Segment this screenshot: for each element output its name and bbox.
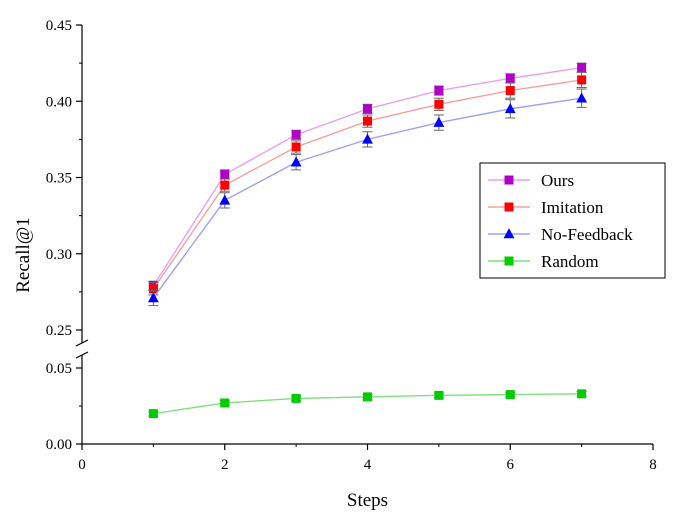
x-tick-label: 4 [364,457,372,473]
data-point [576,92,588,103]
legend-label: Ours [541,171,574,190]
data-point [219,194,231,205]
y-tick-label: 0.35 [46,171,72,187]
legend-label: Imitation [541,198,604,217]
data-point [434,86,444,96]
legend-marker [504,202,514,212]
data-point [363,104,372,114]
series-random [148,389,587,419]
data-point [577,63,587,73]
legend-marker [504,256,514,266]
y-tick-label: 0.45 [46,18,72,34]
legend-label: Random [541,252,599,271]
data-point [504,103,516,114]
y-tick-label: 0.30 [46,247,72,263]
axis-break-mark [75,351,89,359]
data-point [434,390,444,400]
data-point [220,180,230,190]
legend-label: No-Feedback [541,225,633,244]
series-ours [148,62,587,291]
series-layer [147,62,588,419]
y-tick-label: 0.25 [46,323,72,339]
y-axis-title: Recall@1 [13,217,34,293]
data-point [148,284,158,294]
data-point [434,99,444,109]
data-point [577,75,587,85]
x-tick-label: 8 [649,457,657,473]
data-point [220,398,230,408]
series-imitation [148,71,587,296]
data-point [433,116,445,127]
x-tick-label: 6 [507,457,515,473]
axes: 0 2 4 6 8 0.25 0.30 0.35 0.40 0.45 0.00 0.05 [46,18,657,473]
data-point [291,393,301,403]
data-point [363,392,372,402]
data-point [290,156,302,167]
axis-break-mark [75,339,89,347]
data-point [363,116,372,126]
y-tick-label: 0.05 [46,361,72,377]
x-tick-label: 2 [221,457,229,473]
series-no-feedback [147,88,588,307]
data-point [505,73,515,83]
data-point [291,142,301,152]
data-point [148,409,158,419]
data-point [291,130,301,140]
data-point [147,292,159,303]
y-tick-label: 0.00 [46,437,72,453]
data-point [220,169,230,179]
data-point [505,86,515,96]
x-tick-label: 0 [78,457,86,473]
x-axis-title: Steps [347,490,388,511]
data-point [505,390,515,400]
data-point [577,389,587,399]
y-tick-label: 0.40 [46,94,72,110]
legend: Ours Imitation No-Feedback Random [479,162,666,279]
legend-marker [503,228,515,239]
data-point [362,133,373,144]
legend-marker [504,175,514,185]
